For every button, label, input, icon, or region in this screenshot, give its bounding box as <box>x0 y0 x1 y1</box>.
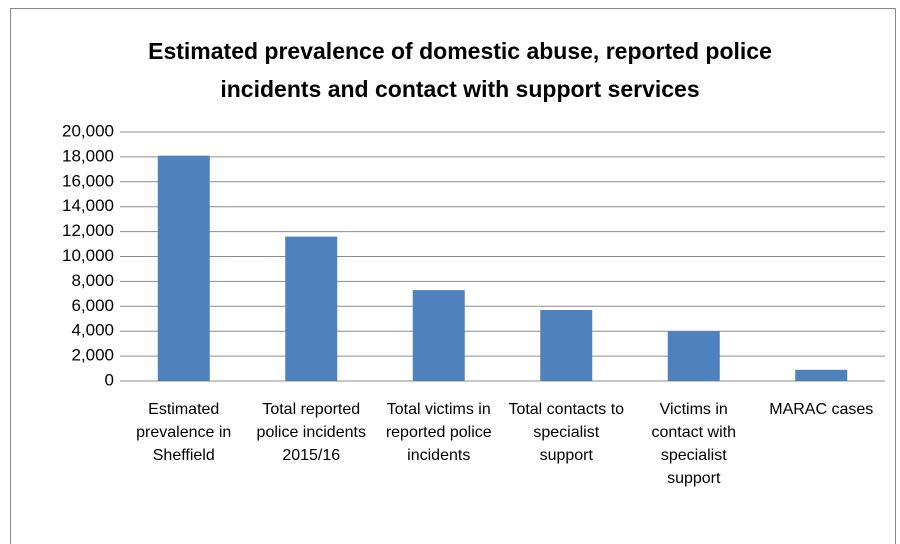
y-tick-label: 8,000 <box>71 271 114 290</box>
y-tick-label: 2,000 <box>71 346 114 365</box>
bar <box>157 155 210 381</box>
y-tick-label: 18,000 <box>62 146 114 165</box>
y-tick-label: 12,000 <box>62 221 114 240</box>
x-tick-label: Total reported police incidents 2015/16 <box>256 401 366 464</box>
x-tick-label: Total contacts to specialist support <box>508 401 625 464</box>
y-tick-label: 20,000 <box>62 121 114 140</box>
chart-title: Estimated prevalence of domestic abuse, … <box>148 38 772 102</box>
chart-frame <box>10 8 896 544</box>
x-tick-label: Estimated prevalence in Sheffield <box>136 401 232 464</box>
bar <box>795 369 848 381</box>
bar <box>412 290 465 381</box>
y-tick-label: 16,000 <box>62 171 114 190</box>
bar <box>285 236 338 381</box>
bar <box>667 331 720 381</box>
x-tick-label: Victims in contact with specialist suppo… <box>651 401 736 487</box>
x-tick-label: MARAC cases <box>769 401 874 418</box>
y-tick-label: 10,000 <box>62 246 114 265</box>
bar <box>540 310 593 381</box>
y-tick-label: 4,000 <box>71 321 114 340</box>
y-tick-label: 6,000 <box>71 296 114 315</box>
y-tick-label: 14,000 <box>62 196 114 215</box>
x-tick-label: Total victims in reported police inciden… <box>385 401 492 464</box>
y-tick-label: 0 <box>105 370 114 389</box>
